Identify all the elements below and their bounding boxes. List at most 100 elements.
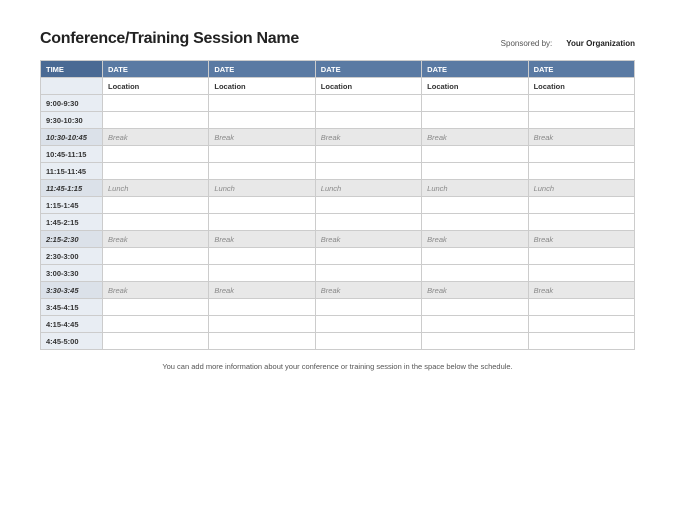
schedule-cell: Break bbox=[103, 129, 209, 146]
schedule-cell bbox=[422, 265, 528, 282]
page-header: Conference/Training Session Name Sponsor… bbox=[40, 30, 635, 48]
table-row: 3:45-4:15 bbox=[41, 299, 635, 316]
table-row: 1:45-2:15 bbox=[41, 214, 635, 231]
schedule-cell bbox=[422, 95, 528, 112]
schedule-cell bbox=[528, 265, 634, 282]
schedule-cell bbox=[528, 214, 634, 231]
schedule-cell bbox=[103, 163, 209, 180]
location-cell: Location bbox=[209, 78, 315, 95]
schedule-cell: Break bbox=[528, 231, 634, 248]
schedule-cell bbox=[422, 248, 528, 265]
schedule-cell bbox=[422, 146, 528, 163]
table-row: 3:00-3:30 bbox=[41, 265, 635, 282]
table-row: 10:45-11:15 bbox=[41, 146, 635, 163]
schedule-cell bbox=[209, 299, 315, 316]
schedule-cell: Break bbox=[209, 231, 315, 248]
table-row: 1:15-1:45 bbox=[41, 197, 635, 214]
schedule-cell bbox=[315, 163, 421, 180]
table-row: 9:00-9:30 bbox=[41, 95, 635, 112]
time-cell: 9:30-10:30 bbox=[41, 112, 103, 129]
time-cell: 3:30-3:45 bbox=[41, 282, 103, 299]
schedule-cell bbox=[422, 197, 528, 214]
schedule-cell bbox=[103, 299, 209, 316]
schedule-cell bbox=[103, 95, 209, 112]
location-row: Location Location Location Location Loca… bbox=[41, 78, 635, 95]
schedule-cell: Break bbox=[528, 129, 634, 146]
time-cell: 4:45-5:00 bbox=[41, 333, 103, 350]
schedule-cell: Break bbox=[315, 129, 421, 146]
schedule-cell bbox=[315, 112, 421, 129]
table-row: 4:45-5:00 bbox=[41, 333, 635, 350]
sponsor-label: Sponsored by: bbox=[501, 39, 553, 48]
schedule-cell: Lunch bbox=[528, 180, 634, 197]
schedule-cell bbox=[315, 299, 421, 316]
time-cell: 2:30-3:00 bbox=[41, 248, 103, 265]
schedule-table: TIME DATE DATE DATE DATE DATE Location L… bbox=[40, 60, 635, 350]
schedule-cell bbox=[209, 95, 315, 112]
schedule-cell bbox=[315, 95, 421, 112]
schedule-cell bbox=[528, 163, 634, 180]
schedule-cell: Break bbox=[422, 231, 528, 248]
schedule-cell bbox=[209, 265, 315, 282]
schedule-cell bbox=[103, 197, 209, 214]
schedule-cell bbox=[528, 112, 634, 129]
time-header: TIME bbox=[41, 61, 103, 78]
schedule-cell bbox=[315, 146, 421, 163]
header-row: TIME DATE DATE DATE DATE DATE bbox=[41, 61, 635, 78]
date-header: DATE bbox=[422, 61, 528, 78]
table-row: 11:45-1:15LunchLunchLunchLunchLunch bbox=[41, 180, 635, 197]
schedule-cell bbox=[422, 299, 528, 316]
schedule-cell: Break bbox=[103, 231, 209, 248]
location-cell: Location bbox=[103, 78, 209, 95]
schedule-cell bbox=[422, 316, 528, 333]
schedule-cell bbox=[422, 214, 528, 231]
schedule-cell bbox=[528, 299, 634, 316]
time-cell: 3:00-3:30 bbox=[41, 265, 103, 282]
schedule-cell bbox=[103, 265, 209, 282]
sponsor-org: Your Organization bbox=[566, 39, 635, 48]
schedule-cell: Break bbox=[103, 282, 209, 299]
table-row: 11:15-11:45 bbox=[41, 163, 635, 180]
schedule-cell bbox=[528, 146, 634, 163]
schedule-cell bbox=[103, 214, 209, 231]
schedule-cell: Lunch bbox=[422, 180, 528, 197]
schedule-cell bbox=[315, 265, 421, 282]
table-row: 10:30-10:45BreakBreakBreakBreakBreak bbox=[41, 129, 635, 146]
schedule-cell: Lunch bbox=[315, 180, 421, 197]
schedule-cell bbox=[422, 163, 528, 180]
date-header: DATE bbox=[315, 61, 421, 78]
schedule-cell bbox=[209, 214, 315, 231]
page-title: Conference/Training Session Name bbox=[40, 30, 299, 48]
schedule-cell bbox=[528, 333, 634, 350]
time-cell: 10:30-10:45 bbox=[41, 129, 103, 146]
schedule-cell bbox=[103, 112, 209, 129]
schedule-cell: Lunch bbox=[209, 180, 315, 197]
schedule-cell: Break bbox=[422, 282, 528, 299]
table-row: 3:30-3:45BreakBreakBreakBreakBreak bbox=[41, 282, 635, 299]
schedule-cell bbox=[209, 316, 315, 333]
schedule-cell: Break bbox=[315, 231, 421, 248]
schedule-cell: Break bbox=[209, 129, 315, 146]
time-cell: 9:00-9:30 bbox=[41, 95, 103, 112]
schedule-cell: Break bbox=[209, 282, 315, 299]
date-header: DATE bbox=[103, 61, 209, 78]
schedule-cell bbox=[209, 248, 315, 265]
date-header: DATE bbox=[209, 61, 315, 78]
time-cell: 4:15-4:45 bbox=[41, 316, 103, 333]
table-row: 9:30-10:30 bbox=[41, 112, 635, 129]
schedule-cell bbox=[209, 333, 315, 350]
table-row: 2:30-3:00 bbox=[41, 248, 635, 265]
schedule-cell bbox=[528, 316, 634, 333]
schedule-cell bbox=[103, 333, 209, 350]
schedule-cell bbox=[103, 316, 209, 333]
table-row: 2:15-2:30BreakBreakBreakBreakBreak bbox=[41, 231, 635, 248]
schedule-cell bbox=[528, 197, 634, 214]
schedule-cell bbox=[315, 333, 421, 350]
time-cell: 10:45-11:15 bbox=[41, 146, 103, 163]
time-cell: 11:45-1:15 bbox=[41, 180, 103, 197]
schedule-cell bbox=[315, 248, 421, 265]
time-cell: 1:15-1:45 bbox=[41, 197, 103, 214]
schedule-cell: Break bbox=[528, 282, 634, 299]
date-header: DATE bbox=[528, 61, 634, 78]
location-row-label bbox=[41, 78, 103, 95]
